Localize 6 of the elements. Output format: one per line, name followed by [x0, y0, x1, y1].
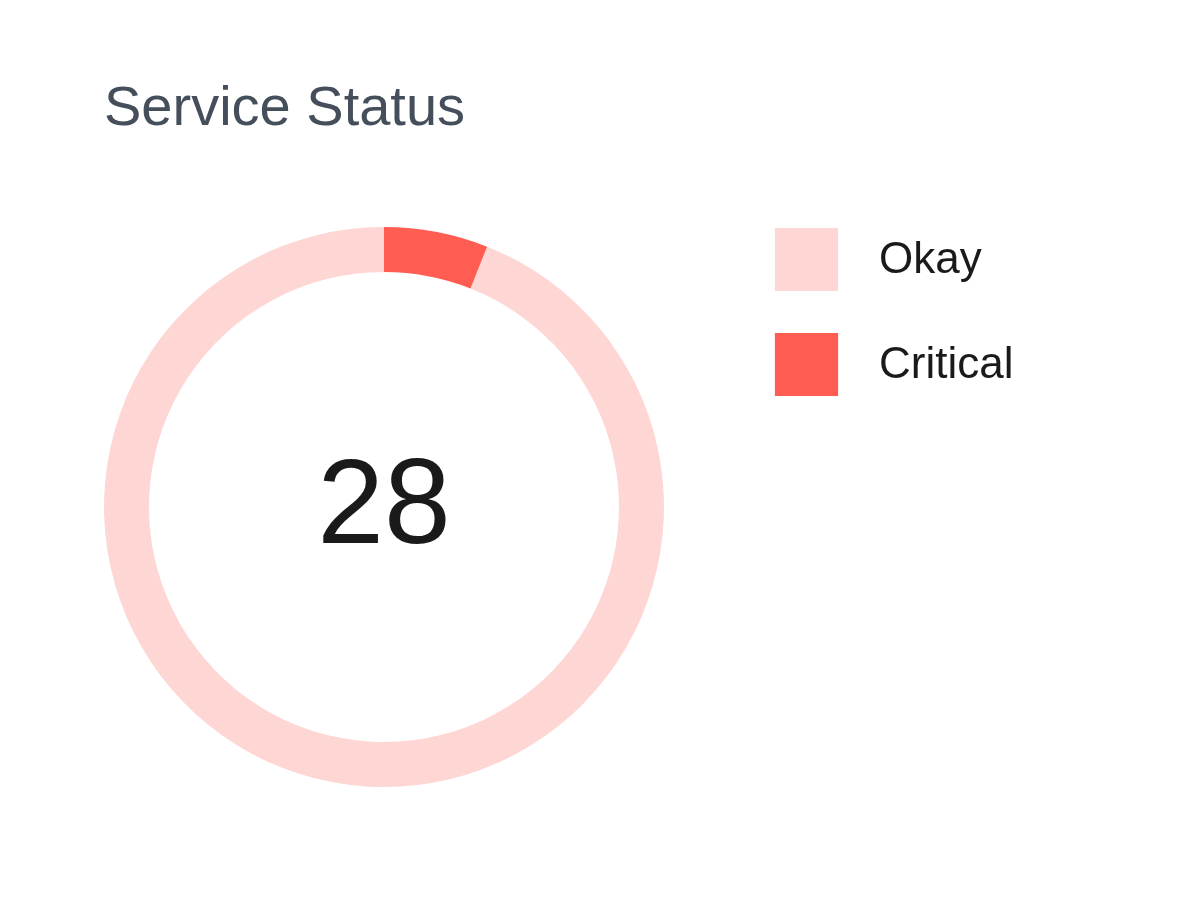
chart-title: Service Status	[104, 74, 466, 137]
legend-label: Okay	[879, 232, 982, 282]
legend-label: Critical	[879, 337, 1014, 387]
text: 28	[317, 434, 451, 568]
donut-slice	[104, 227, 664, 787]
donut-slice	[384, 227, 488, 289]
